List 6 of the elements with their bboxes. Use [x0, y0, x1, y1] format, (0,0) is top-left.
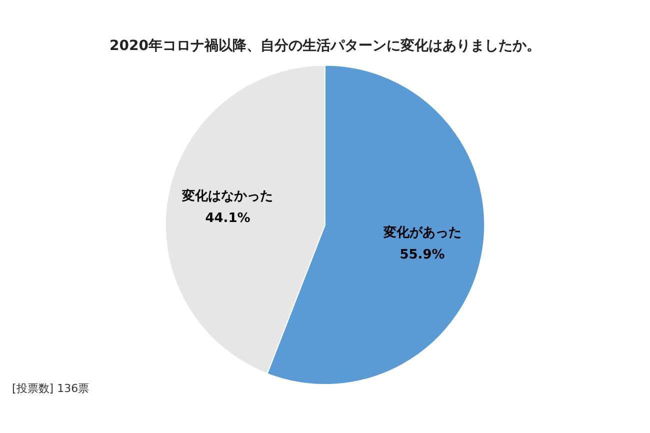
- slice-label: 変化はなかった: [181, 188, 274, 204]
- data-label: 55.9%: [400, 248, 445, 263]
- data-label: 44.1%: [205, 211, 250, 226]
- chart-title: 2020年コロナ禍以降、自分の生活パターンに変化はありましたか。: [110, 37, 540, 54]
- slice-label: 変化があった: [382, 224, 462, 241]
- text: [投票数] 136票: [12, 382, 90, 395]
